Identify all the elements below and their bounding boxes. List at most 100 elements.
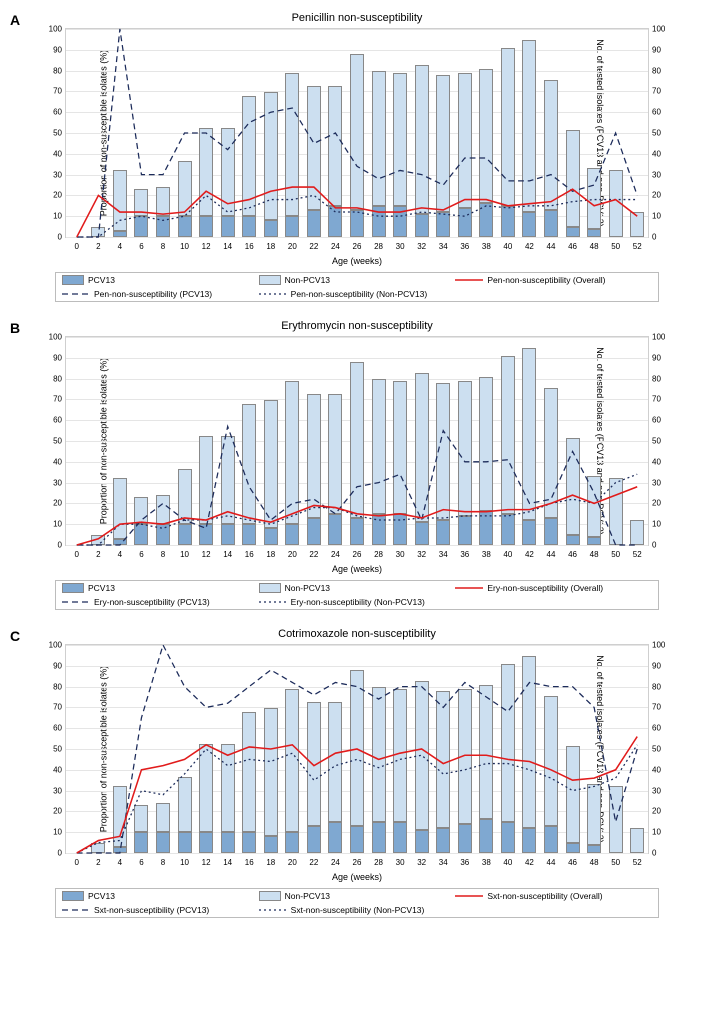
y-tick-right: 90 <box>652 661 672 670</box>
grid-line <box>66 545 648 546</box>
panel-a: APenicillin non-susceptibilityProportion… <box>10 12 704 302</box>
y-tick-right: 10 <box>652 212 672 221</box>
y-tick-left: 60 <box>42 108 62 117</box>
legend-item-nonpcv13: Non-PCV13 <box>259 275 456 285</box>
y-tick-right: 10 <box>652 520 672 529</box>
y-tick-right: 0 <box>652 233 672 242</box>
y-tick-right: 90 <box>652 353 672 362</box>
x-tick: 36 <box>460 242 469 251</box>
legend-label: Non-PCV13 <box>285 583 330 593</box>
x-tick: 52 <box>633 858 642 867</box>
x-tick: 16 <box>245 242 254 251</box>
legend-item-line-nonpcv13: Pen-non-susceptibility (Non-PCV13) <box>259 289 456 299</box>
y-tick-left: 90 <box>42 353 62 362</box>
panel-letter: C <box>10 628 20 644</box>
y-tick-left: 0 <box>42 233 62 242</box>
line-overall <box>77 187 637 237</box>
x-axis-label: Age (weeks) <box>10 872 704 882</box>
y-tick-left: 30 <box>42 478 62 487</box>
swatch-icon <box>62 275 84 285</box>
lines-layer <box>66 29 648 237</box>
y-tick-left: 40 <box>42 765 62 774</box>
x-tick: 40 <box>503 858 512 867</box>
x-tick: 14 <box>223 242 232 251</box>
x-tick: 32 <box>417 242 426 251</box>
line-icon <box>455 275 483 285</box>
chart-area: Proportion of non-susceptible isolates (… <box>65 28 649 238</box>
y-tick-right: 0 <box>652 541 672 550</box>
x-tick: 28 <box>374 550 383 559</box>
y-tick-left: 30 <box>42 170 62 179</box>
x-tick: 10 <box>180 858 189 867</box>
line-overall <box>77 737 637 853</box>
lines-layer <box>66 645 648 853</box>
y-tick-right: 30 <box>652 170 672 179</box>
x-tick: 46 <box>568 550 577 559</box>
y-tick-left: 70 <box>42 395 62 404</box>
legend-item-pcv13: PCV13 <box>62 275 259 285</box>
x-tick: 8 <box>161 858 165 867</box>
y-tick-left: 20 <box>42 499 62 508</box>
x-tick: 24 <box>331 242 340 251</box>
x-tick: 18 <box>266 858 275 867</box>
x-tick: 4 <box>118 550 122 559</box>
legend-item-line-nonpcv13: Sxt-non-susceptibility (Non-PCV13) <box>259 905 456 915</box>
swatch-icon <box>259 275 281 285</box>
x-tick: 8 <box>161 550 165 559</box>
y-tick-left: 80 <box>42 66 62 75</box>
y-tick-right: 70 <box>652 703 672 712</box>
legend-label: Sxt-non-susceptibility (Non-PCV13) <box>291 905 425 915</box>
y-tick-left: 70 <box>42 87 62 96</box>
y-tick-right: 70 <box>652 87 672 96</box>
legend-label: PCV13 <box>88 275 115 285</box>
x-tick: 36 <box>460 858 469 867</box>
y-tick-right: 50 <box>652 745 672 754</box>
y-tick-right: 50 <box>652 129 672 138</box>
line-icon <box>62 289 90 299</box>
legend-item-pcv13: PCV13 <box>62 891 259 901</box>
x-tick: 38 <box>482 242 491 251</box>
x-axis-label: Age (weeks) <box>10 564 704 574</box>
x-tick: 44 <box>547 858 556 867</box>
x-tick: 22 <box>309 242 318 251</box>
panel-b: BErythromycin non-susceptibilityProporti… <box>10 320 704 610</box>
y-tick-left: 50 <box>42 745 62 754</box>
x-tick: 4 <box>118 242 122 251</box>
legend: PCV13Non-PCV13Pen-non-susceptibility (Ov… <box>55 272 659 302</box>
x-tick: 48 <box>590 242 599 251</box>
legend: PCV13Non-PCV13Sxt-non-susceptibility (Ov… <box>55 888 659 918</box>
legend-item-overall: Ery-non-susceptibility (Overall) <box>455 583 652 593</box>
y-tick-right: 60 <box>652 416 672 425</box>
legend-label: Ery-non-susceptibility (Non-PCV13) <box>291 597 425 607</box>
x-tick: 48 <box>590 858 599 867</box>
x-tick: 26 <box>353 550 362 559</box>
x-tick: 14 <box>223 550 232 559</box>
legend-item-nonpcv13: Non-PCV13 <box>259 891 456 901</box>
y-tick-left: 90 <box>42 661 62 670</box>
x-tick: 34 <box>439 550 448 559</box>
legend-item-line-pcv13: Sxt-non-susceptibility (PCV13) <box>62 905 259 915</box>
x-tick: 10 <box>180 242 189 251</box>
x-tick: 42 <box>525 550 534 559</box>
y-tick-right: 20 <box>652 191 672 200</box>
x-tick: 28 <box>374 858 383 867</box>
line-icon <box>62 905 90 915</box>
legend-item-overall: Sxt-non-susceptibility (Overall) <box>455 891 652 901</box>
y-tick-right: 30 <box>652 786 672 795</box>
x-tick: 22 <box>309 858 318 867</box>
y-tick-left: 70 <box>42 703 62 712</box>
x-tick: 42 <box>525 242 534 251</box>
x-tick: 2 <box>96 858 100 867</box>
x-tick: 12 <box>202 858 211 867</box>
line-icon <box>455 583 483 593</box>
swatch-icon <box>62 891 84 901</box>
lines-layer <box>66 337 648 545</box>
swatch-icon <box>259 583 281 593</box>
y-tick-left: 80 <box>42 682 62 691</box>
legend-item-line-pcv13: Pen-non-susceptibility (PCV13) <box>62 289 259 299</box>
x-tick: 34 <box>439 242 448 251</box>
line-icon <box>62 597 90 607</box>
x-tick: 10 <box>180 550 189 559</box>
x-tick: 44 <box>547 242 556 251</box>
legend-label: Ery-non-susceptibility (Overall) <box>487 583 603 593</box>
